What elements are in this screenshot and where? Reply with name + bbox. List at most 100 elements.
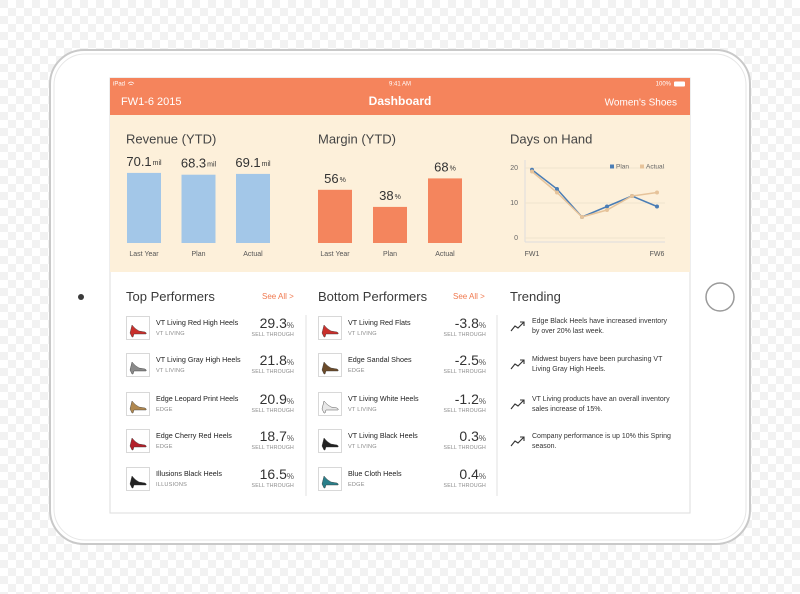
camera [78, 294, 84, 300]
point [605, 204, 609, 209]
point [530, 169, 534, 174]
value-unit: % [286, 397, 294, 406]
trend-text: Midwest buyers have been purchasing VT L… [532, 356, 663, 373]
point [580, 215, 584, 219]
metric-label: SELL THROUGH [443, 483, 486, 489]
bar [181, 174, 216, 243]
shoe-icon [321, 437, 339, 451]
data-label: 38% [379, 188, 401, 203]
product-brand: VT LIVING [156, 331, 185, 337]
product-thumb [318, 392, 342, 416]
product-value: 18.7% [260, 428, 294, 444]
data-label: 68.3mil [181, 156, 217, 171]
data-label-value: 70.1 [126, 154, 151, 169]
trend-arrow [510, 436, 525, 447]
product-thumb [126, 353, 150, 377]
value-number: -2.5 [454, 352, 479, 368]
product-brand: EDGE [156, 444, 173, 450]
x-tick-label: FW1 [525, 251, 540, 258]
product-thumb [126, 316, 150, 340]
x-tick-label: Plan [191, 251, 205, 258]
value-number: 29.3 [259, 315, 287, 331]
product-value: 16.5% [260, 466, 294, 482]
data-label-unit: % [450, 165, 456, 172]
product-brand: EDGE [348, 482, 365, 488]
product-name: VT Living Black Heels [348, 431, 418, 440]
product-brand: VT LIVING [348, 407, 377, 413]
trend-text: Edge Black Heels have increased inventor… [532, 318, 668, 335]
header-title: Dashboard [369, 94, 432, 108]
product-brand: VT LIVING [156, 368, 185, 374]
value-unit: % [286, 434, 294, 443]
x-tick-label: Last Year [320, 251, 350, 258]
battery-icon [674, 81, 685, 87]
data-label-value: 68.3 [181, 156, 206, 171]
metric-label: SELL THROUGH [443, 408, 486, 414]
product-thumb [126, 429, 150, 453]
value-unit: % [478, 397, 486, 406]
product-value: -1.2% [455, 391, 486, 407]
bar [428, 178, 462, 243]
legend-label: Plan [616, 164, 629, 171]
shoe-icon [129, 361, 147, 375]
product-thumb [318, 429, 342, 453]
data-label-value: 69.1 [235, 155, 260, 170]
product-brand: EDGE [156, 407, 173, 413]
header-bar [110, 78, 690, 115]
value-number: 16.5 [259, 466, 287, 482]
x-tick-label: Last Year [129, 251, 159, 258]
header-right[interactable]: Women's Shoes [605, 98, 677, 109]
status-battery: 100% [656, 82, 672, 88]
legend-label: Actual [646, 164, 665, 171]
product-value: 29.3% [260, 315, 294, 331]
metric-label: SELL THROUGH [251, 445, 294, 451]
bar [373, 206, 407, 243]
product-brand: EDGE [348, 368, 365, 374]
see-all-link[interactable]: See All > [453, 292, 485, 301]
x-tick-label: Actual [243, 251, 263, 258]
wifi-icon [127, 81, 135, 86]
product-value: -2.5% [455, 352, 486, 368]
value-number: 20.9 [259, 391, 287, 407]
metric-label: SELL THROUGH [443, 369, 486, 375]
product-value: 21.8% [260, 352, 294, 368]
trend-arrow [510, 359, 525, 370]
product-brand: VT LIVING [348, 444, 377, 450]
status-device: iPad [113, 82, 125, 88]
shoe-icon [321, 475, 339, 489]
value-unit: % [478, 358, 486, 367]
product-row: Edge Cherry Red Heels EDGE 18.7% SELL THROU… [126, 428, 294, 455]
data-label-value: 68 [434, 160, 448, 175]
product-row: VT Living Gray High Heels VT LIVING 21.8% S… [126, 352, 294, 379]
y-tick-label: 20 [510, 165, 518, 172]
product-brand: VT LIVING [348, 331, 377, 337]
tablet-bezel [53, 53, 747, 541]
line [531, 170, 658, 218]
home-button[interactable] [705, 282, 735, 312]
point [655, 190, 659, 195]
product-value: 0.4% [459, 466, 486, 482]
value-unit: % [286, 358, 294, 367]
value-number: 21.8 [259, 352, 287, 368]
shoe-icon [129, 400, 147, 414]
value-unit: % [286, 321, 294, 330]
product-name: VT Living Gray High Heels [156, 355, 241, 364]
trend-icon [510, 319, 526, 337]
bar [236, 173, 270, 243]
point [555, 187, 559, 191]
see-all-link[interactable]: See All > [262, 292, 294, 301]
product-thumb [318, 316, 342, 340]
point [630, 194, 634, 198]
product-row: VT Living White Heels VT LIVING -1.2% SELL … [318, 391, 486, 418]
point [555, 190, 559, 195]
product-name: VT Living White Heels [348, 394, 419, 403]
point [605, 208, 609, 212]
trend-text: VT Living products have an overall inven… [532, 396, 670, 413]
product-value: 20.9% [260, 391, 294, 407]
metric-label: SELL THROUGH [251, 483, 294, 489]
product-row: VT Living Red Flats VT LIVING -3.8% SELL TH… [318, 315, 486, 342]
data-label-value: 38 [379, 188, 393, 203]
header-left: FW1-6 2015 [121, 96, 182, 108]
legend-swatch [640, 164, 644, 169]
metric-label: SELL THROUGH [251, 332, 294, 338]
